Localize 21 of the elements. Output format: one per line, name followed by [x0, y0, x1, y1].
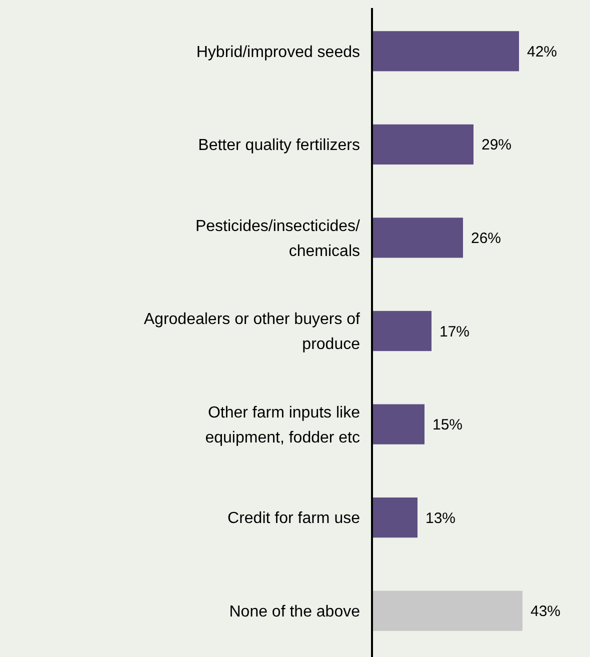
- bar: [372, 31, 519, 72]
- y-tick-label: Other farm inputs like equipment, fodder etc: [205, 404, 360, 446]
- data-label: 13%: [426, 510, 456, 527]
- y-tick-label: Better quality fertilizers: [198, 137, 360, 154]
- data-label: 17%: [440, 323, 470, 340]
- y-tick-label: Agrodealers or other buyers of produce: [144, 311, 361, 354]
- data-label: 26%: [471, 230, 502, 247]
- bar: [372, 218, 463, 258]
- data-label: 15%: [432, 416, 463, 434]
- y-tick-label: Pesticides/insecticides/ chemicals: [195, 218, 361, 260]
- y-tick-label: Credit for farm use: [228, 510, 360, 528]
- bar: [372, 590, 522, 631]
- data-label: 43%: [530, 603, 561, 620]
- y-tick-label: None of the above: [229, 603, 360, 620]
- bar: [372, 498, 418, 538]
- data-label: 42%: [527, 43, 558, 60]
- bar: [372, 310, 432, 352]
- data-label: 29%: [482, 136, 512, 154]
- bar: [372, 124, 474, 164]
- bar: [372, 404, 424, 444]
- y-tick-label: Hybrid/improved seeds: [196, 44, 360, 61]
